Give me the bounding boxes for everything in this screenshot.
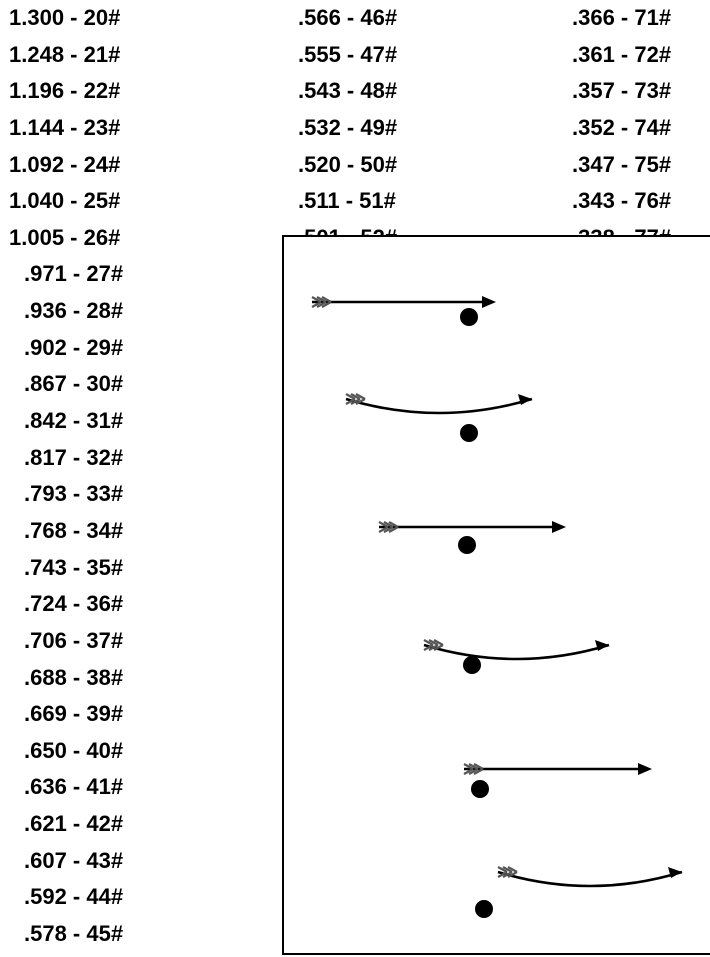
spine-weight-entry: .343 - 76# [572,183,710,220]
spine-weight-entry: .532 - 49# [298,110,458,147]
spine-weight-entry: 1.300 - 20# [9,0,179,37]
spine-weight-entry: .971 - 27# [9,256,179,293]
spine-weight-entry: .817 - 32# [9,440,179,477]
spine-weight-entry: 1.092 - 24# [9,147,179,184]
arrow-shaft [424,645,609,659]
spine-weight-entry: .724 - 36# [9,586,179,623]
spine-column-3: .366 - 71# .361 - 72# .357 - 73# .352 - 74#… [572,0,710,256]
spine-weight-entry: .867 - 30# [9,366,179,403]
spine-weight-entry: .636 - 41# [9,769,179,806]
bow-pivot-dot [463,656,481,674]
arrow-5 [464,763,652,798]
spine-column-1: 1.300 - 20# 1.248 - 21# 1.196 - 22# 1.144 -… [9,0,179,953]
spine-weight-entry: .352 - 74# [572,110,710,147]
spine-weight-entry: .669 - 39# [9,696,179,733]
spine-weight-entry: .768 - 34# [9,513,179,550]
spine-weight-entry: 1.144 - 23# [9,110,179,147]
spine-weight-entry: .511 - 51# [298,183,458,220]
arrow-flight-illustration [284,237,710,957]
spine-weight-entry: .743 - 35# [9,550,179,587]
arrow-3 [379,521,566,554]
spine-weight-entry: .592 - 44# [9,879,179,916]
spine-weight-entry: 1.248 - 21# [9,37,179,74]
spine-weight-entry: 1.196 - 22# [9,73,179,110]
bow-pivot-dot [471,780,489,798]
arrow-2 [346,394,532,442]
spine-weight-entry: .366 - 71# [572,0,710,37]
arrow-6 [475,867,682,918]
bow-pivot-dot [460,308,478,326]
bow-pivot-dot [460,424,478,442]
arrowhead-icon [482,296,496,308]
spine-weight-entry: .650 - 40# [9,733,179,770]
spine-weight-entry: .842 - 31# [9,403,179,440]
arrowhead-icon [638,763,652,775]
spine-weight-entry: .902 - 29# [9,330,179,367]
spine-column-2: .566 - 46# .555 - 47# .543 - 48# .532 - 49#… [298,0,458,256]
arrow-1 [312,296,496,326]
bow-pivot-dot [475,900,493,918]
spine-weight-entry: .520 - 50# [298,147,458,184]
spine-weight-entry: 1.040 - 25# [9,183,179,220]
spine-weight-entry: .347 - 75# [572,147,710,184]
arrow-shaft [498,872,682,886]
spine-weight-entry: 1.005 - 26# [9,220,179,257]
spine-weight-entry: .555 - 47# [298,37,458,74]
spine-weight-entry: .566 - 46# [298,0,458,37]
arrow-flight-diagram [282,235,710,955]
spine-weight-entry: .621 - 42# [9,806,179,843]
spine-weight-entry: .543 - 48# [298,73,458,110]
arrow-4 [424,640,609,674]
bow-pivot-dot [458,536,476,554]
arrow-shaft [346,399,532,413]
spine-weight-entry: .936 - 28# [9,293,179,330]
spine-weight-entry: .357 - 73# [572,73,710,110]
spine-weight-entry: .607 - 43# [9,843,179,880]
spine-weight-entry: .361 - 72# [572,37,710,74]
spine-weight-entry: .578 - 45# [9,916,179,953]
spine-weight-entry: .706 - 37# [9,623,179,660]
spine-weight-entry: .688 - 38# [9,660,179,697]
spine-weight-entry: .793 - 33# [9,476,179,513]
arrowhead-icon [552,521,566,533]
